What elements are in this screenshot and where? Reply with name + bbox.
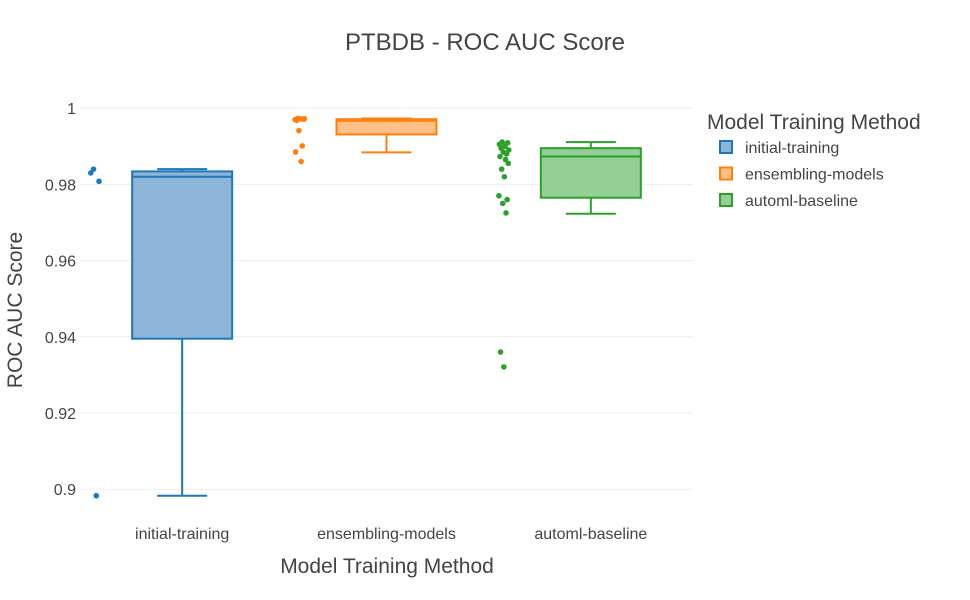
legend-label: initial-training: [745, 140, 839, 157]
data-points: [87, 115, 512, 499]
data-point: [96, 178, 102, 185]
data-point: [497, 153, 503, 160]
box-plots: [131, 117, 642, 497]
data-point: [503, 210, 509, 216]
y-tick-label: 1: [67, 101, 76, 118]
y-tick-label: 0.9: [54, 482, 76, 499]
data-point: [301, 116, 308, 122]
box-body: [131, 170, 234, 340]
legend-swatch: [719, 140, 733, 154]
data-point: [293, 117, 300, 124]
data-point: [499, 200, 506, 207]
x-tick-label: initial-training: [135, 526, 229, 543]
legend-swatch: [719, 166, 733, 181]
legend-label: ensembling-models: [745, 167, 884, 184]
y-tick-label: 0.96: [45, 254, 76, 271]
y-tick-label: 0.94: [45, 330, 76, 347]
data-point: [497, 349, 504, 355]
data-point: [505, 160, 512, 167]
legend-swatch: [719, 193, 733, 207]
data-point: [87, 170, 94, 176]
x-tick-label: automl-baseline: [534, 526, 647, 543]
data-point: [501, 364, 507, 370]
chart-title: PTBDB - ROC AUC Score: [345, 29, 625, 56]
data-point: [496, 192, 502, 199]
y-tick-label: 0.92: [45, 406, 76, 423]
box-ensembling-models: [335, 117, 438, 154]
box-body: [335, 118, 438, 136]
data-point: [503, 151, 510, 157]
box-initial-training: [131, 168, 234, 497]
x-axis-ticks: initial-training ensembling-models automl-…: [135, 526, 647, 543]
y-axis-ticks: 0.9 0.92 0.94 0.96 0.98 1: [45, 101, 76, 499]
y-tick-label: 0.98: [45, 177, 76, 194]
legend-title: Model Training Method: [707, 111, 921, 134]
data-point: [292, 149, 299, 155]
legend-label: automl-baseline: [745, 193, 858, 210]
y-axis-title: ROC AUC Score: [4, 232, 27, 388]
legend: Model Training Method initial-training en…: [707, 111, 921, 210]
data-point: [501, 173, 508, 180]
data-point: [299, 143, 306, 149]
data-point: [93, 492, 100, 499]
x-tick-label: ensembling-models: [317, 526, 456, 543]
data-point: [296, 127, 302, 134]
data-point: [504, 196, 510, 203]
x-axis-title: Model Training Method: [280, 555, 494, 578]
data-point: [298, 158, 304, 165]
data-point: [498, 166, 505, 172]
box-automl-baseline: [539, 141, 642, 215]
